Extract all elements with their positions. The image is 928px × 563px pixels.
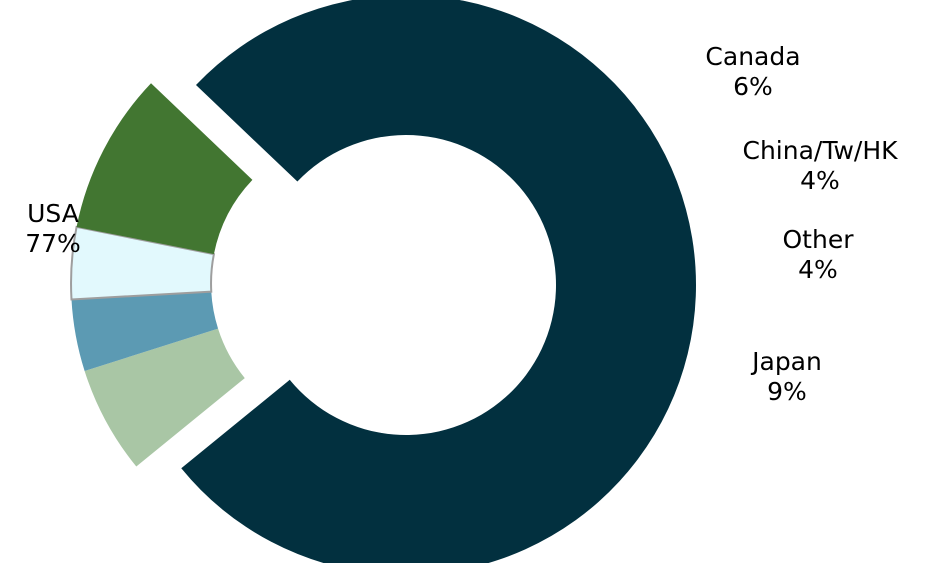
slice-value-label-other: 4% [798, 255, 838, 284]
slice-name-label-other: Other [783, 225, 855, 254]
slice-value-label-usa: 77% [25, 229, 81, 258]
slice-name-label-canada: Canada [705, 42, 800, 71]
slice-value-label-canada: 6% [733, 72, 773, 101]
slice-value-label-japan: 9% [767, 377, 807, 406]
slice-other [70, 225, 216, 301]
slice-name-label-usa: USA [27, 199, 79, 228]
slice-name-label-china-tw-hk: China/Tw/HK [742, 136, 898, 165]
slice-name-label-japan: Japan [750, 347, 822, 376]
slice-canada [84, 328, 245, 467]
slice-china-tw-hk [71, 291, 219, 371]
slice-japan [76, 83, 253, 255]
slice-usa [181, 0, 696, 563]
slice-value-label-china-tw-hk: 4% [800, 166, 840, 195]
